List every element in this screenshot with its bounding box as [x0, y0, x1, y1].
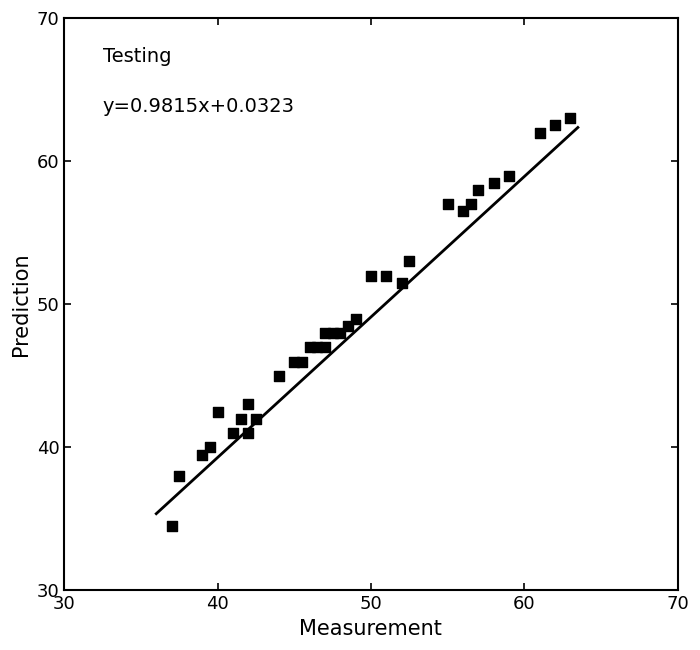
Point	[251, 413, 262, 424]
Point	[404, 256, 415, 266]
Point	[365, 270, 377, 281]
Point	[342, 320, 354, 331]
Point	[319, 328, 330, 338]
Point	[465, 199, 476, 209]
Point	[550, 120, 561, 131]
Point	[204, 442, 216, 452]
Point	[503, 170, 514, 181]
Point	[243, 428, 254, 438]
Point	[473, 185, 484, 195]
Point	[350, 313, 361, 324]
Point	[312, 342, 323, 352]
Point	[565, 113, 576, 124]
Point	[457, 206, 468, 216]
Point	[327, 328, 338, 338]
X-axis label: Measurement: Measurement	[300, 619, 442, 639]
Point	[381, 270, 392, 281]
Point	[174, 471, 185, 481]
Point	[288, 356, 300, 367]
Point	[243, 399, 254, 410]
Point	[197, 449, 208, 460]
Point	[442, 199, 453, 209]
Text: y=0.9815x+0.0323: y=0.9815x+0.0323	[103, 97, 295, 116]
Point	[534, 127, 545, 138]
Text: Testing: Testing	[103, 47, 171, 66]
Point	[166, 521, 177, 531]
Point	[228, 428, 239, 438]
Point	[335, 328, 346, 338]
Point	[396, 278, 407, 288]
Point	[296, 356, 307, 367]
Y-axis label: Prediction: Prediction	[11, 252, 31, 356]
Point	[304, 342, 315, 352]
Point	[319, 342, 330, 352]
Point	[273, 370, 284, 381]
Point	[488, 177, 499, 188]
Point	[212, 406, 223, 417]
Point	[235, 413, 246, 424]
